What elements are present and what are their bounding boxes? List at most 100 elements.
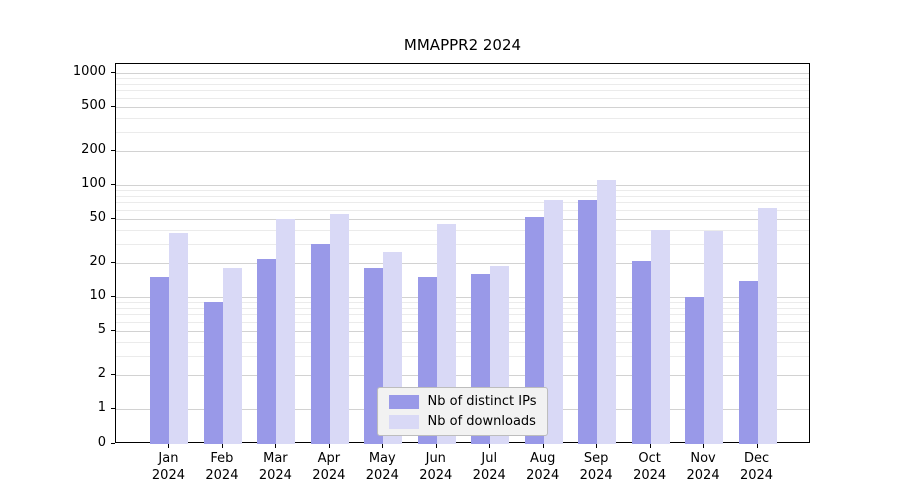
y-tick-mark bbox=[111, 150, 115, 152]
gridline-major bbox=[116, 151, 809, 153]
bar-downloads bbox=[597, 180, 617, 444]
x-tick-mark bbox=[328, 444, 330, 448]
y-tick-mark bbox=[111, 408, 115, 409]
gridline-minor bbox=[116, 202, 809, 204]
legend-item-distinct-ips: Nb of distinct IPs bbox=[388, 394, 537, 409]
x-tick-label: Nov 2024 bbox=[686, 451, 720, 483]
x-tick-label: Jan 2024 bbox=[151, 451, 185, 483]
gridline-minor bbox=[116, 83, 809, 85]
x-tick-mark bbox=[542, 444, 544, 448]
gridline-minor bbox=[116, 190, 809, 192]
legend-swatch-downloads bbox=[388, 414, 419, 429]
y-tick-mark bbox=[111, 329, 115, 331]
bar-downloads bbox=[757, 208, 777, 444]
bar-distinct-ips bbox=[203, 302, 223, 444]
x-tick-mark bbox=[756, 444, 758, 448]
bar-distinct-ips bbox=[738, 280, 758, 444]
gridline-minor bbox=[116, 321, 809, 323]
y-tick-mark bbox=[111, 374, 115, 376]
y-tick-label: 100 bbox=[81, 176, 106, 191]
legend-item-downloads: Nb of downloads bbox=[388, 414, 537, 429]
gridline-major bbox=[116, 185, 809, 186]
x-tick-label: Apr 2024 bbox=[312, 451, 346, 483]
bar-downloads bbox=[222, 268, 242, 444]
gridline-minor bbox=[116, 229, 809, 231]
y-tick-mark bbox=[111, 296, 115, 297]
x-tick-label: Jun 2024 bbox=[419, 451, 453, 483]
bar-distinct-ips bbox=[578, 200, 598, 444]
x-tick-label: Jul 2024 bbox=[472, 451, 506, 483]
gridline-minor bbox=[116, 209, 809, 211]
y-tick-label: 2 bbox=[97, 366, 106, 382]
x-tick-mark bbox=[221, 444, 223, 448]
y-tick-label: 50 bbox=[89, 209, 106, 225]
y-tick-label: 200 bbox=[81, 142, 106, 158]
x-tick-mark bbox=[435, 444, 437, 448]
bar-distinct-ips bbox=[257, 258, 277, 444]
gridline-major bbox=[116, 263, 809, 265]
y-tick-label: 1 bbox=[97, 400, 106, 415]
gridline-minor bbox=[116, 341, 809, 343]
bar-downloads bbox=[650, 229, 670, 444]
gridline-major bbox=[116, 297, 809, 298]
legend-label-distinct-ips: Nb of distinct IPs bbox=[427, 394, 537, 409]
x-tick-label: Sep 2024 bbox=[579, 451, 613, 483]
y-tick-mark bbox=[111, 443, 115, 444]
y-tick-mark bbox=[111, 72, 115, 73]
y-tick-label: 5 bbox=[97, 321, 106, 337]
x-tick-label: Dec 2024 bbox=[739, 451, 774, 483]
gridline-minor bbox=[116, 131, 809, 133]
gridline-major bbox=[116, 218, 809, 220]
gridline-minor bbox=[116, 307, 809, 309]
gridline-minor bbox=[116, 195, 809, 197]
y-tick-label: 10 bbox=[89, 288, 106, 303]
gridline-major bbox=[116, 375, 809, 377]
bar-downloads bbox=[329, 214, 349, 444]
x-tick-label: Aug 2024 bbox=[526, 451, 560, 483]
x-tick-label: Oct 2024 bbox=[633, 451, 667, 483]
gridline-minor bbox=[116, 117, 809, 119]
bar-distinct-ips bbox=[310, 243, 330, 444]
gridline-minor bbox=[116, 243, 809, 245]
plot-area: Nb of distinct IPs Nb of downloads bbox=[115, 63, 810, 444]
gridline-major bbox=[116, 330, 809, 332]
x-tick-mark bbox=[489, 444, 491, 448]
bars bbox=[116, 64, 809, 444]
gridline-minor bbox=[116, 90, 809, 92]
gridlines bbox=[116, 64, 809, 442]
gridline-minor bbox=[116, 314, 809, 316]
bar-distinct-ips bbox=[685, 297, 705, 444]
x-tick-mark bbox=[649, 444, 651, 448]
gridline-minor bbox=[116, 302, 809, 304]
x-tick-mark bbox=[275, 444, 277, 448]
bar-distinct-ips bbox=[150, 277, 170, 444]
x-tick-mark bbox=[596, 444, 598, 448]
gridline-major bbox=[116, 73, 809, 74]
gridline-minor bbox=[116, 97, 809, 99]
bar-distinct-ips bbox=[631, 260, 651, 444]
bar-downloads bbox=[543, 200, 563, 444]
legend-label-downloads: Nb of downloads bbox=[427, 414, 536, 429]
x-tick-mark bbox=[168, 444, 170, 448]
y-tick-mark bbox=[111, 184, 115, 185]
y-tick-mark bbox=[111, 262, 115, 264]
gridline-minor bbox=[116, 78, 809, 80]
y-tick-mark bbox=[111, 105, 115, 107]
x-tick-mark bbox=[382, 444, 384, 448]
y-tick-label: 20 bbox=[89, 254, 106, 270]
gridline-minor bbox=[116, 355, 809, 357]
x-tick-mark bbox=[703, 444, 705, 448]
y-tick-mark bbox=[111, 217, 115, 219]
x-tick-label: Feb 2024 bbox=[205, 451, 239, 483]
bar-downloads bbox=[704, 230, 724, 444]
x-tick-label: May 2024 bbox=[365, 451, 399, 483]
y-tick-label: 0 bbox=[97, 435, 106, 450]
y-tick-label: 1000 bbox=[72, 64, 106, 79]
bar-downloads bbox=[276, 218, 296, 444]
bar-downloads bbox=[169, 233, 189, 444]
y-tick-label: 500 bbox=[81, 97, 106, 113]
chart-title: MMAPPR2 2024 bbox=[403, 36, 522, 54]
gridline-major bbox=[116, 106, 809, 108]
legend: Nb of distinct IPs Nb of downloads bbox=[376, 387, 549, 436]
